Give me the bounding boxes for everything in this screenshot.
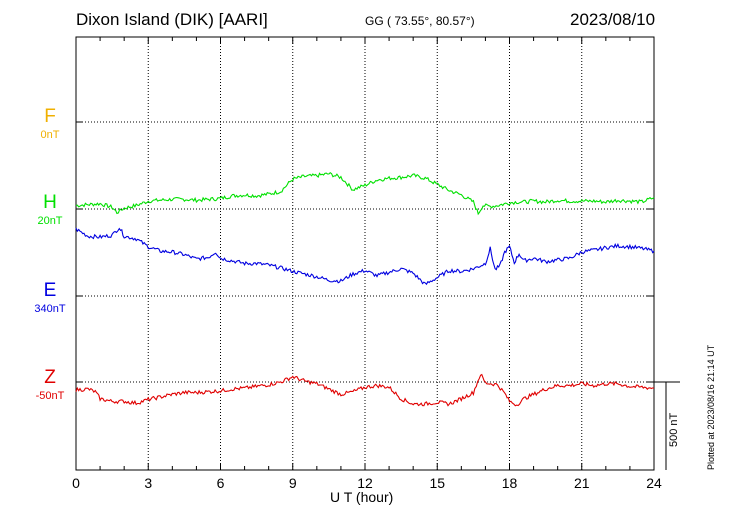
scale-bar-label: 500 nT: [668, 412, 680, 447]
series-line-h: [75, 171, 655, 216]
channel-label-f: F 0nT: [20, 106, 80, 141]
x-tick-label: 24: [646, 475, 662, 491]
x-tick-label: 12: [357, 475, 373, 491]
plot-date: 2023/08/10: [570, 10, 656, 29]
channel-label-h: H 20nT: [20, 192, 80, 227]
channel-baseline: -50nT: [35, 390, 65, 402]
x-tick-label: 3: [144, 475, 153, 491]
channel-name: E: [43, 280, 57, 301]
axis-ticks: [75, 37, 655, 470]
station-title: Dixon Island (DIK) [AARI]: [76, 10, 268, 29]
x-axis-label: U T (hour): [330, 489, 394, 505]
channel-name: Z: [44, 367, 56, 388]
x-tick-label: 15: [429, 475, 446, 491]
x-tick-label: 18: [501, 475, 518, 491]
channel-baseline: 20nT: [37, 215, 63, 227]
channel-label-z: Z -50nT: [20, 367, 80, 402]
scale-bar: [654, 381, 680, 470]
channel-name: F: [44, 106, 56, 127]
channel-baseline: 0nT: [40, 129, 60, 141]
channel-baseline: 340nT: [34, 303, 66, 315]
horizontal-gridlines: [76, 121, 654, 383]
channel-name: H: [43, 192, 57, 213]
channel-label-e: E 340nT: [20, 280, 80, 315]
vertical-gridlines: [147, 37, 583, 470]
data-series: [75, 171, 655, 407]
x-tick-label: 0: [72, 475, 80, 491]
x-tick-label: 6: [216, 475, 225, 491]
series-line-z: [75, 373, 655, 407]
station-coordinates: GG ( 73.55°, 80.57°): [365, 14, 475, 28]
series-line-e: [75, 227, 655, 286]
x-tick-label: 9: [288, 475, 297, 491]
x-tick-label: 21: [573, 475, 590, 491]
plotted-timestamp: Plotted at 2023/08/16 21:14 UT: [706, 344, 716, 470]
